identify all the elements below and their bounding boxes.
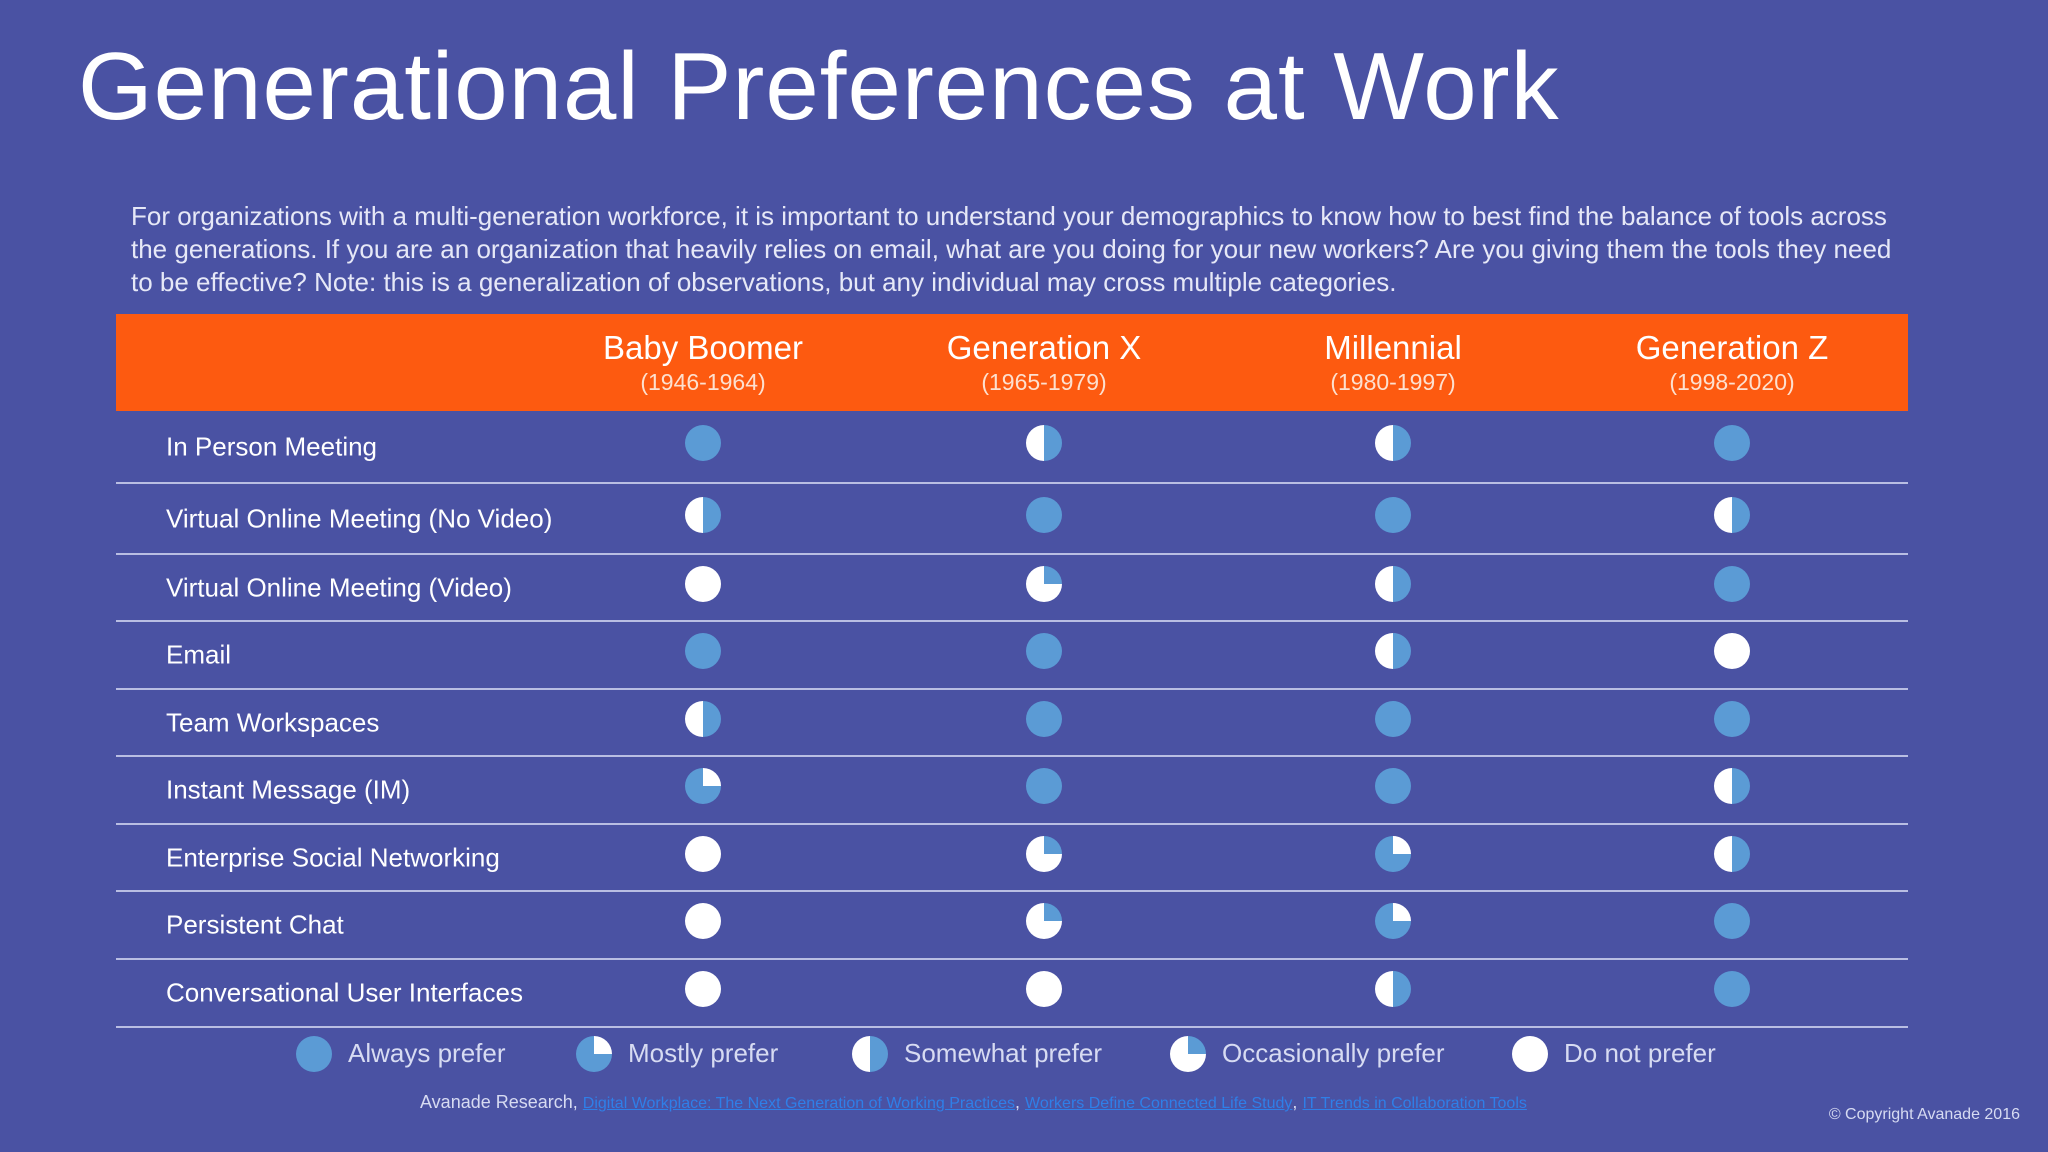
preference-never-icon	[685, 903, 721, 939]
preference-always-icon	[685, 424, 721, 461]
preference-always-icon	[1375, 768, 1411, 804]
preference-never-icon	[685, 971, 721, 1007]
preference-always-icon	[1026, 768, 1062, 804]
preference-always-icon	[1375, 700, 1411, 737]
legend-label: Always prefer	[348, 1038, 506, 1068]
preference-always-icon	[1375, 496, 1411, 533]
row-label: Team Workspaces	[166, 707, 380, 737]
preference-somewhat-icon	[1714, 496, 1750, 533]
source-sep-1: ,	[1014, 1092, 1020, 1112]
preference-always-icon	[1714, 565, 1750, 602]
column-years: (1965-1979)	[981, 369, 1107, 395]
column-header: Baby Boomer (1946-1964)	[553, 328, 853, 396]
preference-always-icon	[1714, 700, 1750, 737]
row-label: Persistent Chat	[166, 909, 344, 940]
table-row: Virtual Online Meeting (No Video)	[116, 484, 1908, 555]
preference-mostly-icon	[1375, 903, 1411, 939]
preference-somewhat-icon	[1375, 971, 1411, 1007]
preference-occasionally-icon	[1026, 565, 1062, 602]
source-link-2[interactable]: Workers Define Connected Life Study	[1025, 1095, 1293, 1112]
column-name: Generation Z	[1635, 329, 1829, 366]
intro-paragraph: For organizations with a multi-generatio…	[131, 201, 1892, 297]
legend-never-icon	[1512, 1036, 1548, 1072]
table-row: Team Workspaces	[116, 690, 1908, 757]
preference-mostly-icon	[685, 768, 721, 804]
column-years: (1946-1964)	[640, 369, 766, 395]
preference-somewhat-icon	[685, 700, 721, 737]
preference-somewhat-icon	[1026, 424, 1062, 461]
source-link-1[interactable]: Digital Workplace: The Next Generation o…	[582, 1095, 1015, 1112]
column-header: Generation Z (1998-2020)	[1582, 328, 1882, 396]
column-name: Millennial	[1324, 329, 1462, 366]
column-years: (1998-2020)	[1669, 369, 1795, 395]
row-label: Virtual Online Meeting (No Video)	[166, 503, 553, 533]
preference-mostly-icon	[1375, 835, 1411, 872]
preference-occasionally-icon	[1026, 835, 1062, 872]
table-row: Email	[116, 622, 1908, 690]
table-row: In Person Meeting	[116, 411, 1908, 484]
column-header: Generation X (1965-1979)	[894, 328, 1194, 396]
preference-always-icon	[1714, 903, 1750, 939]
row-label: Instant Message (IM)	[166, 774, 411, 805]
preference-never-icon	[685, 565, 721, 602]
legend-label: Mostly prefer	[628, 1038, 779, 1068]
row-label: Email	[166, 639, 232, 670]
preference-somewhat-icon	[1375, 424, 1411, 461]
column-header: Millennial (1980-1997)	[1243, 328, 1543, 396]
legend-label: Somewhat prefer	[904, 1038, 1102, 1068]
preference-never-icon	[1026, 971, 1062, 1007]
legend-always-icon	[296, 1036, 332, 1072]
source-sep-2: ,	[1292, 1092, 1298, 1112]
table-row: Virtual Online Meeting (Video)	[116, 555, 1908, 622]
preference-always-icon	[1026, 496, 1062, 533]
column-name: Baby Boomer	[603, 329, 803, 366]
preference-never-icon	[685, 835, 721, 872]
row-label: Enterprise Social Networking	[166, 842, 500, 872]
preference-somewhat-icon	[1375, 565, 1411, 602]
copyright: © Copyright Avanade 2016	[1828, 1106, 2020, 1123]
preference-always-icon	[1026, 633, 1062, 669]
preference-somewhat-icon	[1375, 633, 1411, 669]
legend-occasionally-icon	[1170, 1036, 1206, 1072]
table-row: Conversational User Interfaces	[116, 960, 1908, 1028]
row-label: Virtual Online Meeting (Video)	[166, 572, 512, 602]
legend: Always prefer Mostly prefer Somewhat prefe…	[0, 1034, 2048, 1074]
source-citation: Avanade Research, Digital Workplace: The…	[420, 1092, 1527, 1113]
row-label: In Person Meeting	[166, 431, 378, 461]
preference-always-icon	[1714, 424, 1750, 461]
column-years: (1980-1997)	[1330, 369, 1456, 395]
table-row: Persistent Chat	[116, 892, 1908, 960]
preference-somewhat-icon	[685, 496, 721, 533]
column-name: Generation X	[946, 329, 1142, 366]
row-label: Conversational User Interfaces	[166, 977, 523, 1008]
preference-always-icon	[1026, 700, 1062, 737]
page-title: Generational Preferences at Work	[78, 33, 1560, 140]
preference-always-icon	[1714, 971, 1750, 1007]
legend-somewhat-icon	[852, 1036, 888, 1072]
table-row: Instant Message (IM)	[116, 757, 1908, 825]
source-link-3[interactable]: IT Trends in Collaboration Tools	[1302, 1095, 1527, 1112]
table-row: Enterprise Social Networking	[116, 825, 1908, 892]
table-body: In Person Meeting Virtual Online Meeting …	[116, 411, 1908, 1028]
preference-somewhat-icon	[1714, 768, 1750, 804]
legend-label: Do not prefer	[1564, 1038, 1716, 1068]
preference-somewhat-icon	[1714, 835, 1750, 872]
preference-always-icon	[685, 633, 721, 669]
legend-label: Occasionally prefer	[1222, 1038, 1445, 1068]
preference-occasionally-icon	[1026, 903, 1062, 939]
preferences-table: Baby Boomer (1946-1964) Generation X (1965-…	[116, 314, 1908, 1028]
preference-never-icon	[1714, 633, 1750, 669]
legend-mostly-icon	[576, 1036, 612, 1072]
table-header: Baby Boomer (1946-1964) Generation X (1965-…	[116, 314, 1908, 411]
source-prefix: Avanade Research,	[420, 1092, 578, 1112]
